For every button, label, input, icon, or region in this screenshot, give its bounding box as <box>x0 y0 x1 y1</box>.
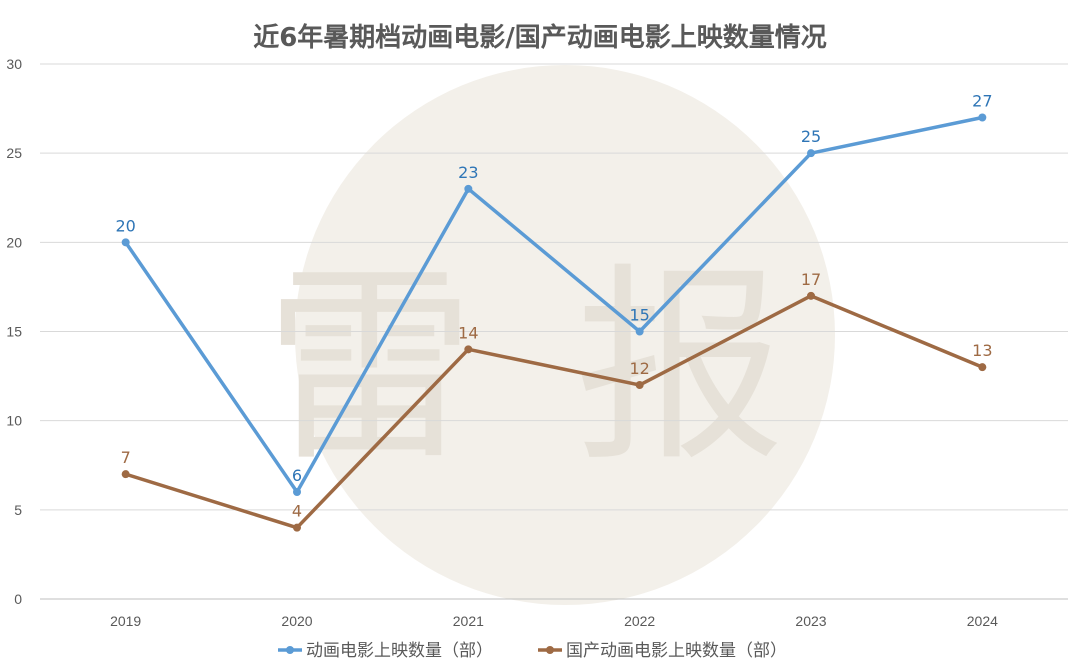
y-tick-label: 15 <box>6 324 22 340</box>
data-point <box>635 381 644 389</box>
legend: 动画电影上映数量（部） 国产动画电影上映数量（部） <box>278 641 787 661</box>
data-point <box>978 363 987 372</box>
x-tick-label: 2021 <box>453 613 484 629</box>
data-label: 15 <box>629 306 649 325</box>
x-tick-label: 2019 <box>110 613 141 629</box>
data-label: 6 <box>292 466 302 485</box>
y-tick-label: 30 <box>6 56 22 72</box>
y-tick-label: 25 <box>6 145 22 161</box>
chart-title: 近6年暑期档动画电影/国产动画电影上映数量情况 <box>253 22 827 53</box>
data-point <box>807 149 815 158</box>
y-tick-label: 20 <box>6 234 22 250</box>
x-axis-ticks: 2019 2020 2021 2022 2023 2024 <box>110 613 998 629</box>
data-point <box>807 291 815 300</box>
watermark-char: 报 <box>575 245 785 490</box>
data-point <box>121 470 130 479</box>
data-label: 25 <box>801 127 821 146</box>
series-line <box>123 115 985 494</box>
data-point <box>293 488 301 496</box>
data-label: 14 <box>458 323 478 342</box>
series-lines <box>121 113 987 532</box>
data-labels: 20 6 23 15 25 27 7 4 14 12 17 13 <box>115 92 992 521</box>
legend-label: 动画电影上映数量（部） <box>306 641 493 661</box>
data-point <box>121 238 130 247</box>
data-point <box>464 184 473 193</box>
y-tick-label: 10 <box>6 413 22 429</box>
data-label: 4 <box>292 502 302 521</box>
watermark: 雷报 <box>265 65 835 605</box>
watermark-circle <box>295 65 835 605</box>
data-label: 13 <box>972 341 992 360</box>
series-line <box>123 294 985 530</box>
data-label: 27 <box>972 92 992 111</box>
data-point <box>293 523 301 532</box>
data-point <box>978 113 987 122</box>
legend-swatch-marker <box>286 646 294 654</box>
x-tick-label: 2022 <box>624 613 655 629</box>
data-point <box>464 345 473 354</box>
data-label: 20 <box>115 216 135 235</box>
legend-label: 国产动画电影上映数量（部） <box>566 641 787 661</box>
y-axis-ticks: 0 5 10 15 20 25 30 <box>6 56 22 607</box>
x-tick-label: 2020 <box>281 613 312 629</box>
y-tick-label: 5 <box>14 502 22 518</box>
x-tick-label: 2024 <box>967 613 998 629</box>
data-label: 23 <box>458 163 478 182</box>
data-point <box>635 327 644 336</box>
x-tick-label: 2023 <box>795 613 826 629</box>
data-label: 12 <box>629 359 649 378</box>
data-label: 17 <box>801 270 821 289</box>
y-tick-label: 0 <box>14 591 22 607</box>
legend-swatch-marker <box>546 646 554 654</box>
data-label: 7 <box>121 448 131 467</box>
